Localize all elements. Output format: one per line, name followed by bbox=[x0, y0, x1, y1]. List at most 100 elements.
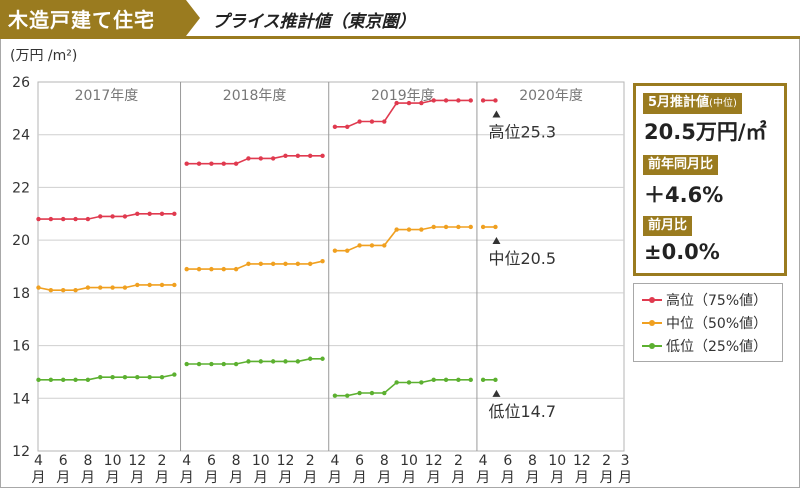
data-point-1 bbox=[73, 288, 78, 293]
annotation-label: 高位25.3 bbox=[488, 122, 556, 141]
data-point-0 bbox=[147, 211, 152, 216]
x-tick-label: 2 bbox=[602, 453, 611, 469]
x-tick-label: 4 bbox=[479, 453, 488, 469]
data-point-1 bbox=[221, 266, 226, 272]
data-point-0 bbox=[233, 161, 239, 166]
x-tick-unit: 月 bbox=[501, 470, 515, 486]
data-point-1 bbox=[110, 285, 115, 290]
yoy-value: ＋4.6% bbox=[644, 183, 724, 207]
series-line-1 bbox=[334, 226, 471, 252]
data-point-2 bbox=[480, 377, 486, 383]
data-point-2 bbox=[369, 390, 375, 396]
x-tick-label: 10 bbox=[400, 453, 418, 469]
data-point-1 bbox=[369, 243, 375, 248]
x-tick-unit: 月 bbox=[81, 470, 95, 486]
y-tick-label: 20 bbox=[12, 233, 30, 249]
x-tick-label: 6 bbox=[355, 453, 364, 469]
data-point-2 bbox=[147, 375, 152, 380]
x-tick-unit: 月 bbox=[600, 470, 614, 486]
x-tick-label: 2 bbox=[158, 453, 167, 469]
x-tick-unit: 月 bbox=[254, 470, 268, 486]
x-tick-label: 8 bbox=[232, 453, 241, 469]
series-line-1 bbox=[186, 260, 323, 270]
data-point-0 bbox=[345, 124, 350, 130]
x-tick-unit: 月 bbox=[106, 470, 120, 486]
x-tick-label: 10 bbox=[252, 453, 270, 469]
x-tick-unit: 月 bbox=[427, 470, 441, 486]
x-tick-unit: 月 bbox=[353, 470, 367, 486]
data-point-0 bbox=[431, 98, 436, 103]
data-point-1 bbox=[122, 285, 128, 290]
series-line-2 bbox=[38, 373, 175, 381]
data-point-0 bbox=[456, 98, 461, 103]
data-point-2 bbox=[184, 361, 189, 367]
data-point-2 bbox=[48, 377, 54, 383]
data-point-1 bbox=[209, 266, 214, 272]
estimate-label: 5月推計値(中位) bbox=[643, 93, 742, 114]
x-tick-unit: 月 bbox=[229, 470, 243, 486]
data-point-1 bbox=[431, 224, 436, 230]
x-tick-label: 12 bbox=[573, 453, 591, 469]
series-line-2 bbox=[334, 378, 471, 397]
data-point-1 bbox=[332, 248, 338, 253]
data-point-0 bbox=[308, 153, 313, 158]
data-point-1 bbox=[320, 259, 325, 264]
yoy-label: 前年同月比 bbox=[643, 155, 719, 175]
x-tick-unit: 月 bbox=[402, 470, 416, 486]
x-tick-label: 4 bbox=[34, 453, 43, 469]
data-point-0 bbox=[221, 161, 226, 166]
data-point-1 bbox=[85, 285, 91, 290]
data-point-2 bbox=[159, 375, 165, 380]
data-point-2 bbox=[493, 377, 498, 383]
data-point-2 bbox=[36, 377, 41, 383]
data-point-1 bbox=[468, 224, 473, 230]
data-point-1 bbox=[419, 227, 424, 232]
y-tick-label: 26 bbox=[12, 75, 30, 91]
title-banner: 木造戸建て住宅 bbox=[0, 0, 200, 36]
data-point-2 bbox=[61, 377, 66, 383]
x-tick-unit: 月 bbox=[204, 470, 218, 486]
data-point-1 bbox=[270, 261, 276, 267]
data-point-2 bbox=[172, 372, 177, 377]
x-tick-unit: 月 bbox=[130, 470, 144, 486]
x-tick-label: 6 bbox=[503, 453, 512, 469]
data-point-2 bbox=[98, 375, 103, 380]
legend-label-high: 高位（75%値） bbox=[666, 293, 768, 309]
data-point-2 bbox=[283, 359, 288, 364]
data-point-2 bbox=[221, 361, 226, 367]
data-point-1 bbox=[308, 261, 313, 267]
annotation-label: 中位20.5 bbox=[488, 249, 556, 268]
x-tick-label: 2 bbox=[454, 453, 463, 469]
series-line-1 bbox=[38, 284, 175, 292]
data-point-0 bbox=[61, 216, 66, 222]
data-point-0 bbox=[209, 161, 214, 166]
y-axis-unit: (万円 /m²) bbox=[10, 48, 78, 64]
data-point-2 bbox=[456, 377, 461, 383]
year-label: 2018年度 bbox=[223, 88, 287, 104]
x-tick-unit: 月 bbox=[451, 470, 465, 486]
data-point-1 bbox=[246, 261, 251, 267]
data-point-0 bbox=[320, 153, 325, 158]
data-point-2 bbox=[270, 359, 276, 364]
x-tick-label: 4 bbox=[330, 453, 339, 469]
summary-panel: 5月推計値(中位) 20.5万円/㎡ 前年同月比 ＋4.6% 前月比 ±0.0% bbox=[633, 83, 787, 276]
x-tick-unit: 月 bbox=[279, 470, 293, 486]
data-point-2 bbox=[382, 390, 387, 396]
year-label: 2017年度 bbox=[75, 88, 139, 104]
x-tick-unit: 月 bbox=[575, 470, 589, 486]
x-tick-label: 8 bbox=[528, 453, 537, 469]
data-point-0 bbox=[443, 98, 449, 103]
legend: 高位（75%値） 中位（50%値） 低位（25%値） bbox=[633, 283, 783, 362]
data-point-0 bbox=[369, 119, 375, 124]
x-tick-label: 12 bbox=[425, 453, 443, 469]
x-tick-unit: 月 bbox=[377, 470, 391, 486]
data-point-0 bbox=[283, 153, 288, 158]
data-point-0 bbox=[85, 216, 91, 222]
data-point-2 bbox=[73, 377, 78, 383]
legend-marker-mid bbox=[649, 320, 655, 326]
x-tick-unit: 月 bbox=[56, 470, 70, 486]
estimate-label-small: (中位) bbox=[709, 98, 737, 109]
x-tick-unit: 月 bbox=[32, 470, 46, 486]
data-point-0 bbox=[258, 156, 263, 161]
